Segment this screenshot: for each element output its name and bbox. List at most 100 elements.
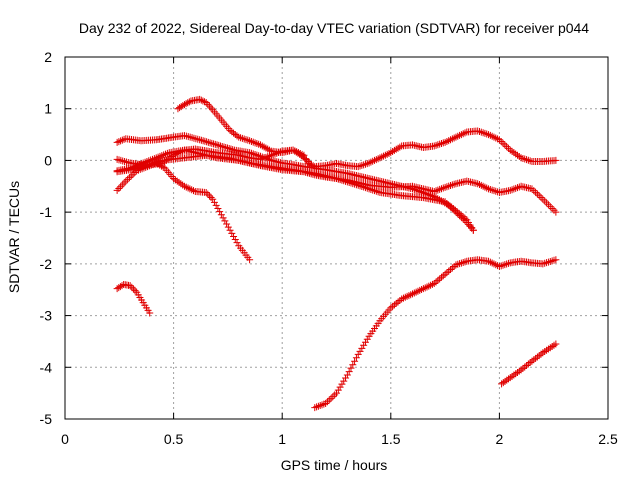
data-point-marker	[182, 132, 190, 140]
data-point-marker	[418, 286, 426, 294]
data-point-marker	[118, 181, 126, 189]
data-point-marker	[514, 184, 521, 192]
data-point-marker	[204, 138, 212, 146]
data-point-marker	[204, 100, 212, 108]
data-point-marker	[199, 137, 207, 145]
data-point-marker	[345, 368, 353, 376]
data-point-marker	[434, 186, 442, 194]
series-track-f	[174, 95, 312, 165]
data-point-marker	[331, 391, 339, 399]
series-track-i	[498, 340, 560, 388]
data-point-marker	[454, 132, 462, 140]
data-point-marker	[445, 267, 453, 275]
data-point-marker	[539, 195, 547, 203]
y-tick-label: -2	[40, 256, 53, 272]
data-point-marker	[519, 154, 527, 162]
data-point-marker	[468, 224, 476, 232]
data-point-marker	[188, 186, 196, 194]
data-point-marker	[526, 157, 534, 165]
data-point-marker	[452, 208, 460, 216]
data-point-marker	[403, 292, 411, 300]
data-point-marker	[548, 204, 556, 212]
data-point-marker	[197, 96, 205, 104]
data-point-marker	[548, 257, 556, 265]
data-point-marker	[216, 208, 224, 216]
data-point-marker	[495, 262, 503, 270]
data-point-marker	[506, 146, 514, 154]
data-point-marker	[492, 134, 500, 142]
data-point-marker	[372, 187, 380, 195]
data-point-marker	[222, 144, 230, 151]
data-point-marker	[202, 188, 210, 196]
x-tick-label: 1.5	[381, 431, 401, 447]
data-point-marker	[396, 296, 404, 304]
data-point-marker	[454, 210, 462, 218]
data-point-marker	[412, 288, 420, 296]
data-point-marker	[129, 285, 137, 293]
data-point-marker	[146, 309, 154, 317]
data-point-marker	[459, 130, 467, 138]
x-tick-label: 2	[496, 431, 504, 447]
data-point-marker	[385, 150, 393, 158]
data-point-marker	[419, 285, 427, 293]
data-point-marker	[450, 180, 458, 188]
data-point-marker	[363, 160, 371, 168]
data-point-marker	[360, 341, 368, 349]
data-point-marker	[477, 128, 485, 136]
data-point-marker	[349, 180, 357, 188]
data-point-marker	[120, 179, 128, 187]
x-tick-label: 0.5	[164, 431, 184, 447]
data-point-marker	[483, 130, 491, 138]
data-point-marker	[514, 368, 521, 376]
data-point-marker	[494, 135, 502, 143]
data-point-marker	[219, 214, 227, 222]
data-point-marker	[523, 156, 531, 164]
data-point-marker	[303, 156, 311, 164]
data-point-marker	[466, 222, 474, 230]
data-point-marker	[392, 299, 400, 307]
data-point-marker	[450, 206, 458, 214]
data-point-marker	[445, 137, 453, 145]
axis-ticks: 0 0.5 1 1.5 2 2.5 -5 -4 -3 -2 -1 0 1 2	[40, 49, 618, 447]
data-point-marker	[205, 192, 213, 200]
data-point-marker	[486, 185, 494, 193]
data-point-marker	[390, 301, 398, 309]
data-point-marker	[260, 143, 268, 151]
data-point-marker	[226, 226, 234, 234]
data-point-marker	[533, 190, 541, 198]
data-point-marker	[552, 156, 560, 164]
data-point-marker	[457, 131, 465, 139]
data-point-marker	[383, 150, 391, 158]
data-point-marker	[113, 186, 121, 194]
data-point-marker	[371, 156, 379, 164]
data-point-marker	[242, 136, 250, 144]
series-track-e	[113, 151, 477, 234]
data-point-marker	[246, 137, 254, 145]
data-point-marker	[443, 200, 451, 208]
data-point-marker	[196, 136, 204, 144]
data-point-marker	[452, 133, 460, 141]
data-point-marker	[454, 260, 462, 268]
data-point-marker	[170, 175, 178, 183]
data-point-marker	[322, 399, 330, 407]
data-point-marker	[320, 400, 328, 408]
data-point-marker	[550, 206, 558, 214]
data-point-marker	[552, 256, 560, 264]
data-point-marker	[475, 128, 483, 136]
data-point-marker	[409, 290, 417, 298]
data-point-marker	[352, 181, 360, 189]
data-point-marker	[497, 262, 505, 270]
data-point-marker	[212, 201, 220, 209]
data-point-marker	[517, 366, 525, 374]
data-point-marker	[399, 294, 407, 302]
data-point-marker	[314, 402, 322, 410]
data-point-marker	[352, 354, 360, 362]
data-point-marker	[199, 97, 207, 105]
data-point-marker	[266, 146, 274, 154]
data-point-marker	[118, 136, 126, 144]
data-point-marker	[122, 177, 130, 185]
data-point-marker	[512, 370, 520, 378]
data-point-marker	[188, 134, 196, 142]
data-point-marker	[414, 287, 422, 295]
data-point-marker	[213, 141, 221, 149]
